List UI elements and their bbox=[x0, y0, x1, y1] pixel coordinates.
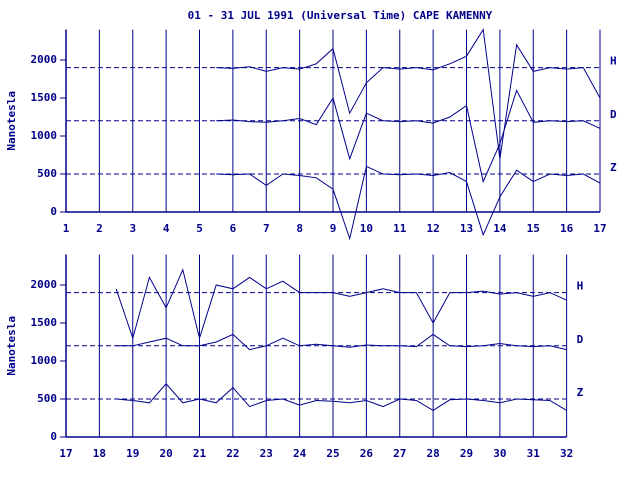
x-tick-label: 4 bbox=[163, 222, 170, 235]
x-tick-label: 7 bbox=[263, 222, 270, 235]
x-tick-label: 25 bbox=[326, 447, 339, 460]
x-tick-label: 29 bbox=[460, 447, 473, 460]
x-tick-label: 11 bbox=[393, 222, 407, 235]
x-tick-label: 19 bbox=[126, 447, 139, 460]
series-label: H bbox=[610, 55, 617, 68]
series-line bbox=[216, 89, 601, 184]
y-tick-label: 500 bbox=[37, 167, 57, 180]
x-tick-label: 17 bbox=[59, 447, 72, 460]
y-tick-label: 0 bbox=[50, 205, 57, 218]
x-tick-label: 15 bbox=[527, 222, 540, 235]
y-tick-label: 1500 bbox=[31, 316, 58, 329]
x-tick-label: 31 bbox=[527, 447, 541, 460]
series-line bbox=[116, 333, 567, 351]
x-tick-label: 28 bbox=[427, 447, 440, 460]
y-tick-label: 1000 bbox=[31, 129, 58, 142]
series-line bbox=[115, 268, 567, 341]
x-tick-label: 1 bbox=[63, 222, 70, 235]
series-line bbox=[216, 165, 601, 241]
series-label: Z bbox=[610, 161, 617, 174]
x-tick-label: 22 bbox=[226, 447, 239, 460]
x-tick-label: 30 bbox=[493, 447, 506, 460]
y-tick-label: 500 bbox=[37, 392, 57, 405]
y-tick-label: 2000 bbox=[31, 53, 58, 66]
x-tick-label: 17 bbox=[593, 222, 606, 235]
x-tick-label: 23 bbox=[260, 447, 273, 460]
x-tick-label: 10 bbox=[360, 222, 373, 235]
x-tick-label: 32 bbox=[560, 447, 573, 460]
x-tick-label: 26 bbox=[360, 447, 374, 460]
y-axis-label: Nanotesla bbox=[5, 316, 18, 376]
y-tick-label: 0 bbox=[50, 430, 57, 443]
series-line bbox=[116, 383, 567, 411]
chart-title: 01 - 31 JUL 1991 (Universal Time) CAPE K… bbox=[188, 9, 493, 22]
x-tick-label: 12 bbox=[427, 222, 440, 235]
series-label: D bbox=[577, 333, 584, 346]
y-axis-label: Nanotesla bbox=[5, 91, 18, 151]
y-tick-label: 1000 bbox=[31, 354, 58, 367]
x-tick-label: 14 bbox=[493, 222, 507, 235]
x-tick-label: 13 bbox=[460, 222, 473, 235]
y-tick-label: 2000 bbox=[31, 278, 58, 291]
x-tick-label: 16 bbox=[560, 222, 574, 235]
series-line bbox=[216, 28, 601, 159]
x-tick-label: 20 bbox=[160, 447, 173, 460]
x-tick-label: 9 bbox=[330, 222, 337, 235]
x-tick-label: 21 bbox=[193, 447, 207, 460]
x-tick-label: 8 bbox=[296, 222, 303, 235]
x-tick-label: 18 bbox=[93, 447, 106, 460]
x-tick-label: 6 bbox=[230, 222, 237, 235]
x-tick-label: 27 bbox=[393, 447, 406, 460]
x-tick-label: 5 bbox=[196, 222, 203, 235]
series-label: D bbox=[610, 108, 617, 121]
x-tick-label: 3 bbox=[129, 222, 136, 235]
x-tick-label: 24 bbox=[293, 447, 307, 460]
y-tick-label: 1500 bbox=[31, 91, 58, 104]
series-label: H bbox=[577, 280, 584, 293]
series-label: Z bbox=[577, 386, 584, 399]
x-tick-label: 2 bbox=[96, 222, 103, 235]
